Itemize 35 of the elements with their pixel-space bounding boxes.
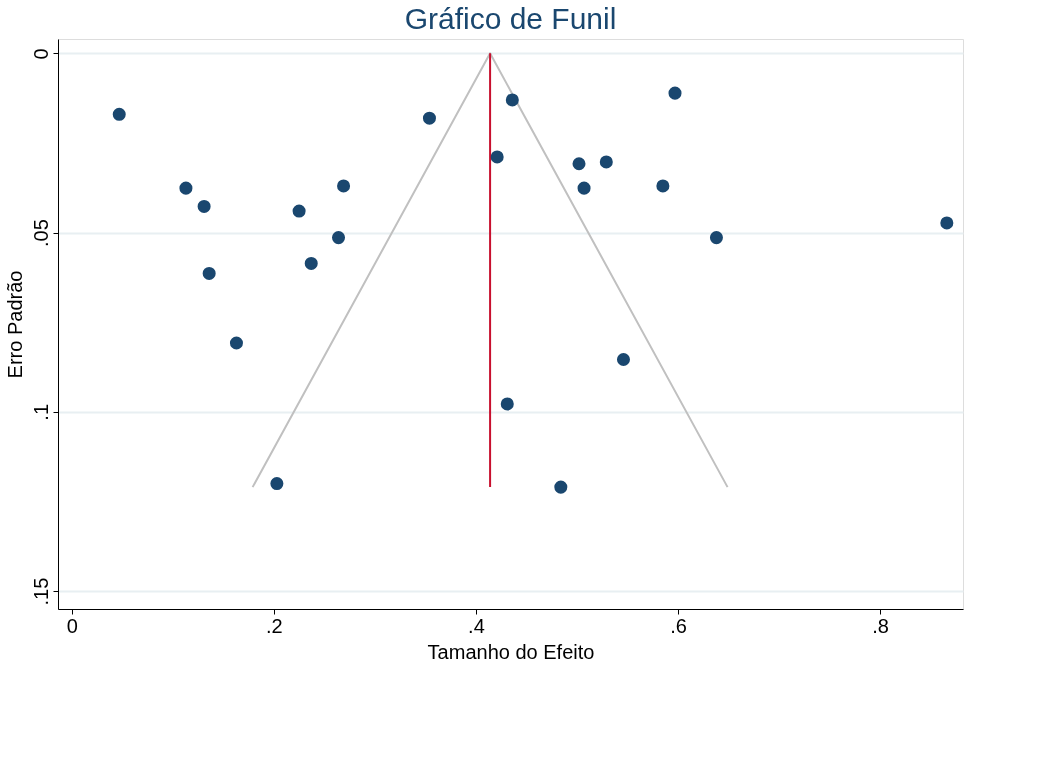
point — [577, 181, 591, 195]
point — [490, 150, 504, 164]
chart-title: Gráfico de Funil — [404, 2, 617, 35]
point — [422, 111, 436, 125]
point — [599, 155, 613, 169]
x-tick-label: 0 — [66, 614, 78, 637]
x-tick-label: .8 — [872, 614, 889, 637]
point — [554, 480, 568, 494]
point — [616, 352, 630, 366]
y-tick-label: 0 — [29, 48, 52, 60]
point — [270, 477, 284, 491]
point — [112, 107, 126, 121]
y-tick-label: .15 — [29, 577, 52, 606]
point — [337, 179, 351, 193]
point — [197, 199, 211, 213]
x-axis-title: Tamanho do Efeito — [427, 640, 595, 663]
point — [304, 256, 318, 270]
point — [229, 336, 243, 350]
y-axis-title: Erro Padrão — [3, 270, 26, 379]
x-tick-label: .6 — [670, 614, 687, 637]
point — [202, 266, 216, 280]
point — [940, 216, 954, 230]
point — [500, 397, 514, 411]
point — [668, 86, 682, 100]
point — [656, 179, 670, 193]
x-tick-label: .2 — [266, 614, 283, 637]
point — [709, 231, 723, 245]
y-tick-label: .05 — [29, 219, 52, 247]
y-tick-label: .1 — [29, 403, 52, 421]
point — [292, 204, 306, 218]
point — [331, 231, 346, 245]
point — [505, 93, 519, 107]
point — [179, 181, 193, 195]
x-tick-label: .4 — [468, 614, 485, 637]
point — [572, 157, 586, 171]
